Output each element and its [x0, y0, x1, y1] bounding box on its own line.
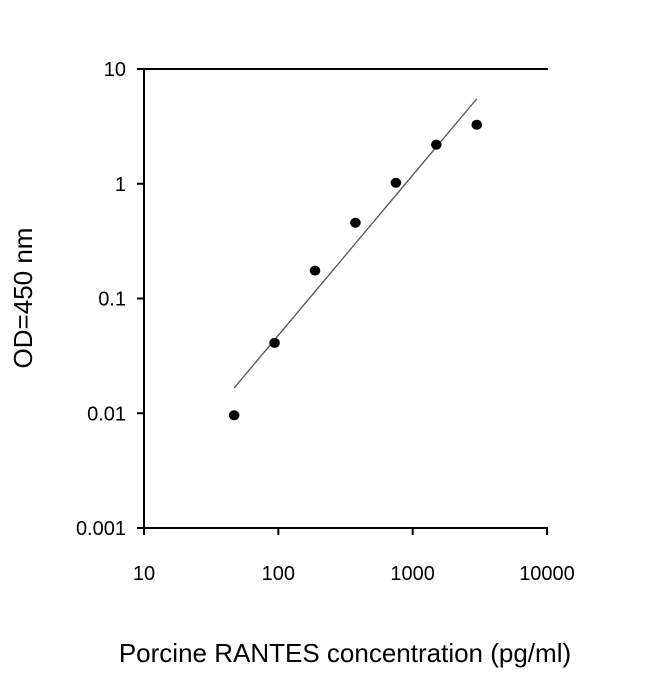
y-tick-label: 10 — [104, 59, 126, 81]
data-point — [269, 337, 280, 348]
x-tick-label: 1000 — [390, 563, 435, 585]
x-tick-label: 10 — [133, 563, 155, 585]
axes — [143, 68, 548, 529]
data-point — [431, 139, 442, 150]
y-tick-label: 0.01 — [87, 403, 126, 425]
data-point — [471, 119, 483, 130]
data-point — [390, 177, 402, 188]
x-tick-label: 100 — [262, 563, 295, 585]
plot-marks — [228, 98, 483, 421]
y-tick-label: 1 — [115, 174, 126, 196]
y-tick-label: 0.001 — [76, 518, 126, 540]
data-point — [309, 265, 321, 276]
x-axis-ticks: 10 100 1000 10000 — [133, 528, 575, 585]
y-axis-ticks: 0.001 0.01 0.1 1 10 — [76, 59, 144, 540]
data-point — [350, 217, 361, 228]
data-point — [228, 410, 240, 421]
y-axis-label: OD=450 nm — [8, 228, 38, 369]
x-axis-label: Porcine RANTES concentration (pg/ml) — [119, 638, 571, 668]
x-tick-label: 10000 — [519, 563, 575, 585]
y-tick-label: 0.1 — [98, 289, 126, 311]
